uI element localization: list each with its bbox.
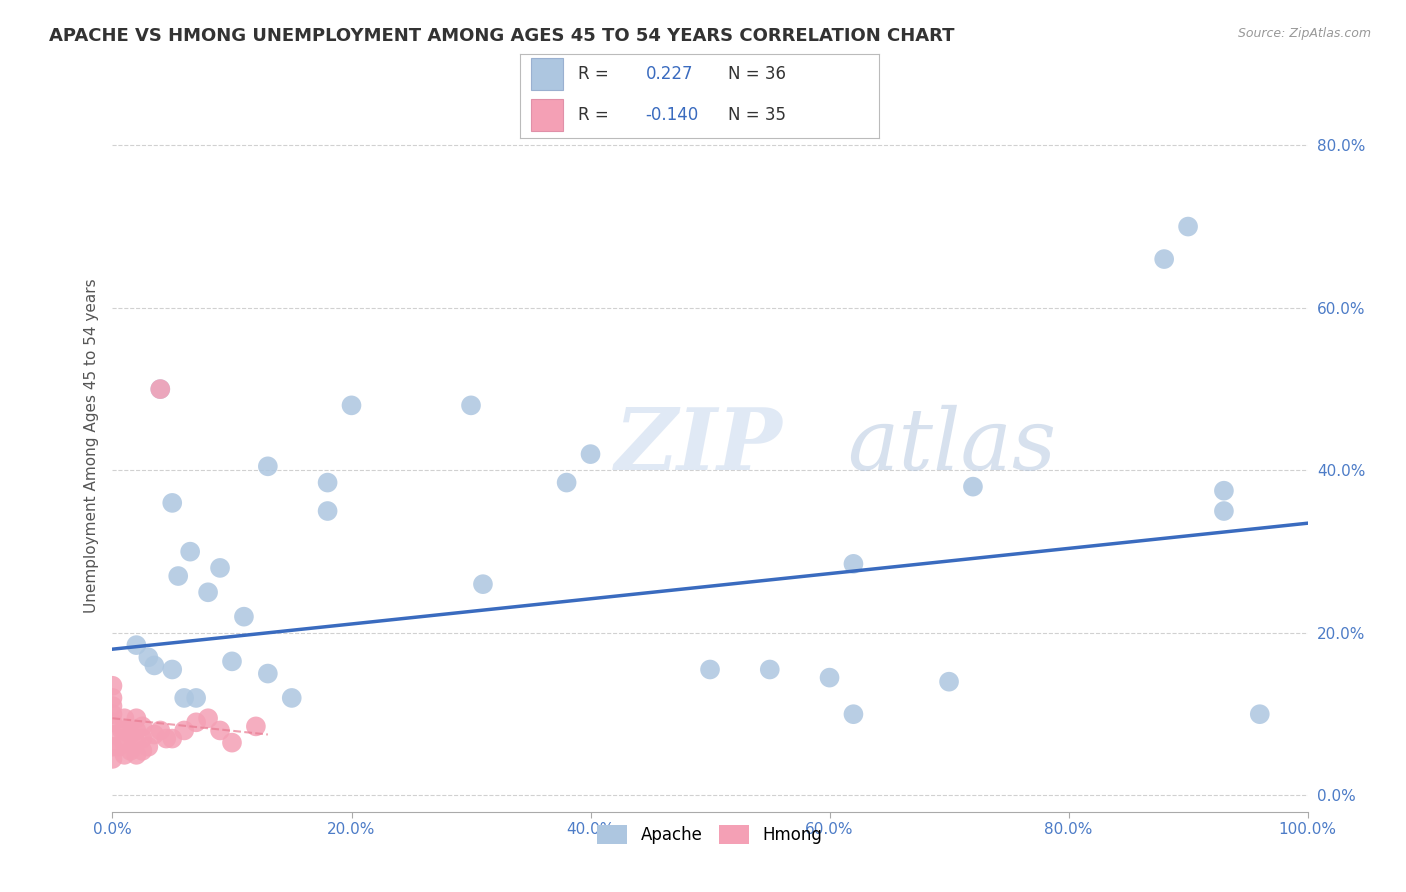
Point [162,496,183,510]
Point [131,744,153,758]
Point [125,638,148,652]
Point [114,723,135,738]
Point [125,736,148,750]
Point [1177,219,1199,234]
Point [138,739,160,754]
Point [101,690,124,705]
Point [257,459,280,474]
Point [114,736,135,750]
Point [197,711,219,725]
Point [101,715,124,730]
Point [579,447,602,461]
Point [101,707,124,722]
Point [173,723,195,738]
Point [221,736,243,750]
Point [114,747,135,762]
Point [149,382,172,396]
FancyBboxPatch shape [531,99,564,131]
Text: atlas: atlas [848,405,1056,487]
Point [472,577,495,591]
Point [759,663,782,677]
Point [1213,504,1236,518]
Point [209,561,232,575]
Text: -0.140: -0.140 [645,106,699,124]
Point [143,658,166,673]
Point [316,475,339,490]
Text: Source: ZipAtlas.com: Source: ZipAtlas.com [1237,27,1371,40]
Point [114,711,135,725]
Point [162,731,183,746]
Point [131,731,153,746]
Point [131,719,153,733]
Point [555,475,578,490]
Point [120,744,142,758]
Point [173,690,195,705]
Point [186,690,208,705]
Point [1213,483,1236,498]
Point [179,544,201,558]
Y-axis label: Unemployment Among Ages 45 to 54 years: Unemployment Among Ages 45 to 54 years [83,278,98,614]
Point [111,723,134,738]
Point [281,690,304,705]
Text: APACHE VS HMONG UNEMPLOYMENT AMONG AGES 45 TO 54 YEARS CORRELATION CHART: APACHE VS HMONG UNEMPLOYMENT AMONG AGES … [49,27,955,45]
Point [149,723,172,738]
Point [209,723,232,738]
Point [101,739,124,754]
Point [101,699,124,714]
Point [143,727,166,741]
Point [125,747,148,762]
Point [107,739,129,754]
Point [101,727,124,741]
Point [197,585,219,599]
Text: R =: R = [578,106,613,124]
Legend: Apache, Hmong: Apache, Hmong [591,818,830,851]
Point [699,663,721,677]
Point [167,569,190,583]
Point [1153,252,1175,266]
Point [101,679,124,693]
FancyBboxPatch shape [531,58,564,90]
Point [162,663,183,677]
Point [120,727,142,741]
Point [842,707,865,722]
Text: ZIP: ZIP [614,404,782,488]
Point [101,752,124,766]
Point [155,731,177,746]
Point [233,609,256,624]
Point [138,650,160,665]
Point [149,382,172,396]
Point [245,719,267,733]
Point [938,674,960,689]
Point [962,480,984,494]
Point [1249,707,1271,722]
Point [125,723,148,738]
Point [460,398,482,412]
Point [316,504,339,518]
Point [818,671,841,685]
Point [125,711,148,725]
Text: 0.227: 0.227 [645,65,693,83]
Point [186,715,208,730]
Text: R =: R = [578,65,619,83]
Point [257,666,280,681]
Point [340,398,363,412]
Point [842,557,865,571]
Point [221,654,243,668]
Text: N = 35: N = 35 [728,106,786,124]
Text: N = 36: N = 36 [728,65,786,83]
